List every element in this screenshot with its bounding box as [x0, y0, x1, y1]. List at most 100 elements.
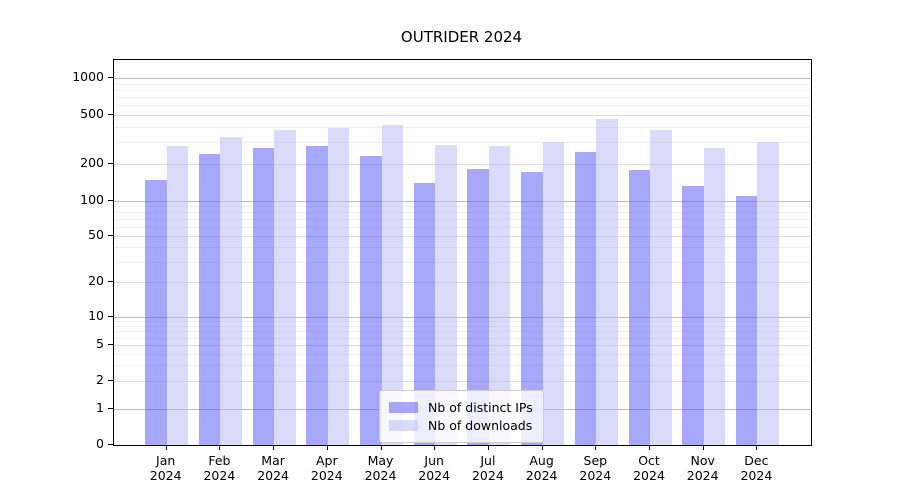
- bar-nb-of-distinct-ips-dec: [735, 196, 758, 445]
- gridline-minor: [114, 326, 811, 328]
- ytick-mark-10: [108, 316, 113, 318]
- xtick-label-nov: Nov 2024: [686, 453, 719, 483]
- xtick-label-aug: Aug 2024: [525, 453, 558, 483]
- bar-nb-of-downloads-nov: [703, 147, 726, 445]
- gridline-minor: [114, 206, 811, 208]
- xtick-label-jul: Jul 2024: [471, 453, 504, 483]
- bar-nb-of-distinct-ips-may: [360, 155, 382, 445]
- gridline-minor: [114, 353, 811, 355]
- gridline-1000: [114, 78, 811, 80]
- ytick-mark-0: [108, 444, 113, 445]
- ytick-mark-100: [108, 199, 113, 201]
- xtick-label-mar: Mar 2024: [257, 453, 289, 483]
- gridline-2: [114, 381, 811, 383]
- legend-label-downloads: Nb of downloads: [428, 418, 533, 433]
- xtick-mark-jun: [434, 446, 436, 450]
- xtick-mark-may: [380, 446, 382, 450]
- xtick-label-sep: Sep 2024: [579, 453, 612, 483]
- bar-nb-of-downloads-apr: [327, 127, 350, 445]
- legend-row: Nb of distinct IPs: [389, 400, 533, 415]
- bar-nb-of-downloads-jun: [435, 144, 457, 445]
- bar-nb-of-distinct-ips-jul: [467, 169, 489, 445]
- bar-nb-of-distinct-ips-apr: [306, 145, 328, 445]
- ytick-label-500: 500: [80, 106, 104, 122]
- ytick-label-1: 1: [96, 399, 104, 415]
- bar-nb-of-downloads-aug: [542, 141, 565, 445]
- xtick-mark-oct: [649, 446, 650, 450]
- gridline-200: [114, 163, 811, 165]
- bar-nb-of-downloads-jan: [166, 145, 189, 445]
- xtick-mark-nov: [702, 446, 704, 450]
- xtick-label-dec: Dec 2024: [740, 453, 773, 483]
- xtick-mark-jul: [487, 446, 489, 450]
- bar-nb-of-downloads-may: [381, 125, 403, 445]
- xtick-mark-jan: [165, 446, 167, 450]
- ytick-mark-1: [108, 407, 113, 409]
- gridline-minor: [114, 331, 811, 333]
- ytick-mark-1000: [108, 77, 113, 79]
- ytick-mark-50: [108, 234, 113, 236]
- legend-swatch-distinct-ips: [389, 402, 418, 413]
- xtick-label-feb: Feb 2024: [203, 453, 236, 483]
- bar-nb-of-downloads-oct: [650, 129, 672, 445]
- gridline-100: [114, 200, 811, 202]
- legend: Nb of distinct IPs Nb of downloads: [379, 390, 544, 443]
- ytick-label-50: 50: [88, 226, 104, 242]
- gridline-minor: [114, 212, 811, 214]
- bar-nb-of-distinct-ips-mar: [252, 148, 275, 445]
- bar-nb-of-downloads-mar: [274, 130, 296, 445]
- xtick-label-oct: Oct 2024: [633, 453, 665, 483]
- legend-swatch-downloads: [389, 420, 418, 431]
- gridline-minor: [114, 261, 811, 263]
- ytick-label-100: 100: [80, 191, 104, 207]
- bar-nb-of-distinct-ips-jun: [413, 183, 436, 445]
- xtick-mark-aug: [541, 446, 543, 450]
- xtick-mark-mar: [273, 446, 275, 450]
- xtick-label-may: May 2024: [364, 453, 397, 483]
- gridline-500: [114, 115, 811, 117]
- bar-nb-of-distinct-ips-oct: [628, 170, 650, 445]
- chart-title: OUTRIDER 2024: [400, 28, 523, 46]
- gridline-minor: [114, 337, 811, 339]
- xtick-label-jun: Jun 2024: [418, 453, 451, 483]
- xtick-label-jan: Jan 2024: [149, 453, 182, 483]
- bar-nb-of-downloads-dec: [757, 142, 779, 445]
- xtick-mark-feb: [219, 446, 221, 450]
- ytick-label-1000: 1000: [72, 69, 104, 85]
- ytick-label-0: 0: [96, 436, 104, 451]
- bar-nb-of-distinct-ips-aug: [521, 172, 543, 445]
- ytick-label-2: 2: [96, 372, 104, 388]
- gridline-10: [114, 317, 811, 319]
- gridline-minor: [114, 218, 811, 220]
- ytick-mark-200: [108, 162, 113, 164]
- xtick-label-apr: Apr 2024: [310, 453, 343, 483]
- gridline-minor: [114, 97, 811, 99]
- xtick-mark-dec: [756, 446, 758, 450]
- gridline-minor: [114, 105, 811, 107]
- bar-nb-of-distinct-ips-jan: [145, 179, 167, 445]
- ytick-label-5: 5: [96, 335, 104, 351]
- gridline-minor: [114, 83, 811, 85]
- bar-nb-of-downloads-sep: [596, 118, 618, 445]
- gridline-minor: [114, 127, 811, 128]
- ytick-label-20: 20: [88, 273, 104, 289]
- ytick-label-200: 200: [80, 154, 104, 170]
- bar-nb-of-distinct-ips-sep: [574, 151, 597, 445]
- legend-row: Nb of downloads: [389, 418, 533, 433]
- plot-area: Nb of distinct IPs Nb of downloads: [113, 59, 812, 446]
- gridline-20: [114, 282, 811, 284]
- ytick-mark-2: [108, 380, 113, 382]
- ytick-mark-20: [108, 281, 113, 283]
- gridline-minor: [114, 90, 811, 91]
- xtick-mark-apr: [326, 446, 328, 450]
- ytick-mark-500: [108, 114, 113, 116]
- gridline-50: [114, 235, 811, 237]
- legend-label-distinct-ips: Nb of distinct IPs: [428, 400, 533, 415]
- ytick-label-10: 10: [88, 308, 104, 324]
- bar-nb-of-downloads-feb: [220, 136, 242, 445]
- bar-nb-of-distinct-ips-feb: [198, 154, 221, 445]
- bar-nb-of-downloads-jul: [488, 145, 511, 445]
- gridline-minor: [114, 365, 811, 367]
- gridline-5: [114, 344, 811, 346]
- ytick-mark-5: [108, 343, 113, 345]
